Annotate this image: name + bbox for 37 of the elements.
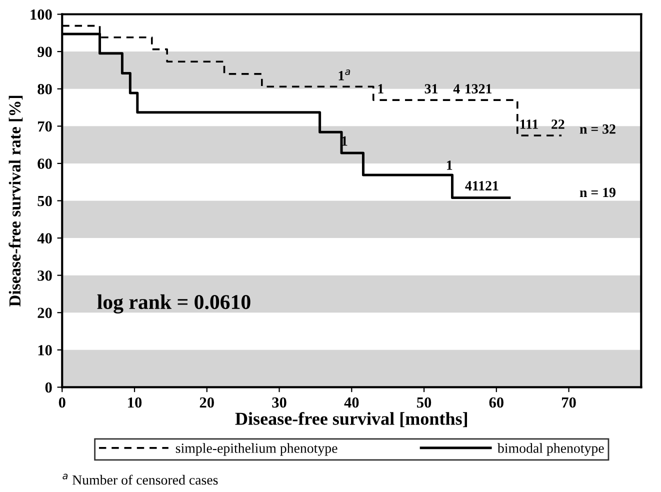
y-tick-label: 90: [38, 46, 52, 58]
y-tick-label: 50: [38, 196, 52, 206]
annotation: log rank = 0.0610: [97, 294, 250, 314]
y-tick-label: 30: [38, 270, 52, 281]
y-tick-label: 10: [38, 345, 52, 356]
legend-label: bimodal phenotype: [497, 443, 604, 456]
annotation: 4: [453, 84, 460, 94]
x-tick-label: 70: [562, 397, 576, 408]
y-tick-label: 60: [38, 158, 52, 169]
annotation: n = 32: [580, 124, 616, 134]
x-tick-label: 20: [200, 397, 214, 408]
annotation: 22: [552, 120, 564, 129]
annotation: 1: [378, 84, 384, 94]
y-axis-title: Disease-free survival rate [%]: [8, 96, 23, 307]
y-tick-label: 70: [38, 121, 52, 132]
annotation: 41121: [465, 181, 498, 190]
x-tick-label: 50: [417, 397, 432, 408]
y-tick-label: 0: [45, 382, 52, 393]
y-tick-label: 20: [38, 308, 52, 318]
annotation: 111: [520, 120, 538, 129]
y-tick-label: 100: [30, 9, 52, 20]
y-tick-label: 40: [37, 233, 52, 244]
x-tick-label: 0: [58, 397, 66, 408]
text: $^{a}$ Number of censored cases: [62, 474, 218, 485]
annotation: 31: [424, 84, 438, 94]
annotation: 1: [342, 136, 348, 146]
y-tick-label: 80: [38, 84, 52, 94]
annotation: n = 19: [580, 188, 616, 198]
x-axis-title: Disease-free survival [months]: [235, 412, 467, 428]
annotation: 1$^{a}$: [338, 69, 350, 80]
annotation: 1321: [466, 84, 492, 94]
legend-label: simple-epithelium phenotype: [176, 443, 338, 456]
x-tick-label: 10: [128, 397, 142, 408]
x-tick-label: 30: [272, 397, 286, 408]
x-tick-label: 60: [489, 397, 504, 408]
x-tick-label: 40: [344, 397, 359, 408]
annotation: 1: [447, 160, 452, 170]
